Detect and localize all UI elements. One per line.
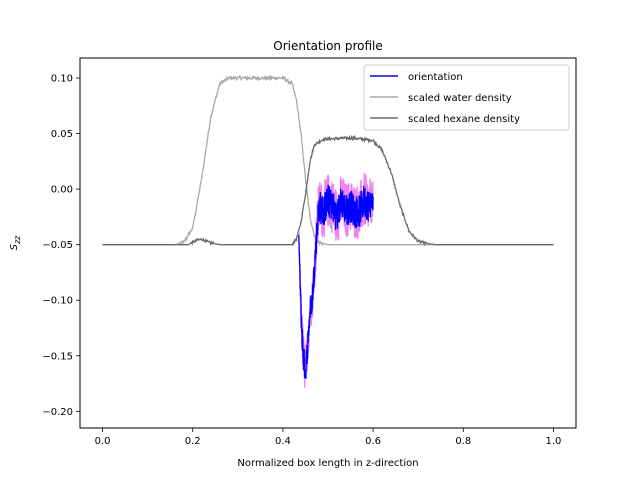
series-layer [102, 74, 554, 388]
legend-label-hexane-density: scaled hexane density [408, 114, 520, 125]
legend-box [363, 64, 570, 131]
x-tick-label: 0.6 [365, 436, 381, 447]
orientation-line [298, 184, 374, 379]
legend-label-orientation: orientation [408, 72, 463, 83]
axes-frame [79, 57, 577, 429]
x-axis-label: Normalized box length in z-direction [237, 458, 418, 469]
x-tick-label: 0.8 [455, 436, 471, 447]
y-tick-label: 0.00 [51, 185, 73, 196]
legend-label-water-density: scaled water density [408, 93, 512, 104]
y-axis-label-main: S [9, 243, 20, 250]
y-tick-label: 0.10 [51, 74, 73, 85]
y-tick-label: −0.20 [42, 407, 73, 418]
legend: orientation scaled water density scaled … [363, 64, 570, 131]
y-axis-ticks: 0.10 0.05 0.00 −0.05 −0.10 −0.15 −0.20 [42, 74, 80, 418]
y-tick-label: 0.05 [51, 129, 73, 140]
chart-title: Orientation profile [273, 39, 382, 53]
y-tick-label: −0.05 [42, 240, 73, 251]
y-tick-label: −0.15 [42, 351, 73, 362]
plot-area: 0.0 0.2 0.4 0.6 0.8 1.0 0.10 0.05 0.00 −0.05 −0.1… [42, 57, 577, 447]
x-axis-ticks: 0.0 0.2 0.4 0.6 0.8 1.0 [95, 428, 562, 447]
x-tick-label: 1.0 [546, 436, 562, 447]
y-tick-label: −0.10 [42, 296, 73, 307]
x-tick-label: 0.0 [95, 436, 111, 447]
y-axis-label: Szz [9, 235, 22, 251]
y-axis-label-subscript: zz [13, 235, 22, 245]
x-tick-label: 0.4 [275, 436, 291, 447]
x-tick-label: 0.2 [185, 436, 201, 447]
hexane-density-line [102, 134, 554, 247]
